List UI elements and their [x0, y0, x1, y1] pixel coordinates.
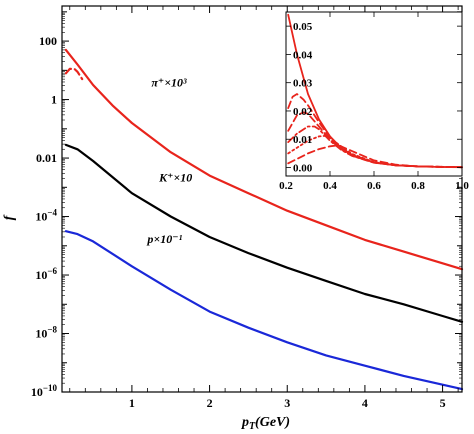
inset-x-tick-label: 0.2 [279, 180, 293, 192]
inset-y-tick-label: 0.00 [293, 163, 313, 175]
inset-x-tick-label: 0.6 [367, 180, 381, 192]
y-tick-label: 100 [39, 34, 57, 48]
series-annotation-1: K⁺×10 [158, 170, 192, 184]
y-tick-label: 10−10 [31, 383, 58, 399]
inset-series-line-4 [287, 134, 463, 169]
inset-y-tick-label: 0.03 [293, 78, 313, 90]
y-tick-label: 10−4 [35, 208, 57, 224]
inset-x-tick-label: 0.4 [323, 180, 337, 192]
inset-y-tick-label: 0.05 [293, 21, 313, 33]
series-annotation-2: p×10⁻¹ [146, 232, 182, 246]
x-tick-label: 3 [284, 396, 290, 410]
inset-background [286, 12, 463, 177]
inset-y-tick-label: 0.04 [293, 49, 313, 61]
x-tick-label: 1 [129, 396, 135, 410]
series-line-2 [64, 143, 464, 323]
x-tick-label: 5 [440, 396, 446, 410]
main-series-layer [64, 48, 464, 391]
x-tick-label: 2 [207, 396, 213, 410]
y-tick-label: 0.01 [36, 151, 57, 165]
x-tick-label: 4 [362, 396, 368, 410]
y-tick-label: 1 [51, 93, 57, 107]
y-tick-label: 10−6 [35, 266, 57, 282]
series-line-0 [64, 48, 464, 271]
main-annotations-layer: π⁺×10³ K⁺×10 p×10⁻¹ [146, 75, 192, 245]
inset-chart: 0.2 0.4 0.6 0.8 1.0 0.00 0.01 0.02 0.03 0.04 0.05 [279, 11, 469, 192]
inset-x-tick-label: 1.0 [455, 180, 469, 192]
x-axis-label: pT(GeV) [241, 415, 290, 432]
inset-x-tick-label: 0.8 [411, 180, 425, 192]
inset-y-tick-label: 0.01 [293, 134, 312, 146]
series-line-1 [64, 67, 84, 81]
inset-y-tick-label: 0.02 [293, 106, 313, 118]
series-line-3 [64, 230, 464, 391]
inset-series-line-5 [287, 144, 463, 169]
y-tick-label: 10−8 [35, 325, 57, 341]
inset-series-layer [287, 13, 463, 169]
series-annotation-0: π⁺×10³ [151, 75, 187, 89]
y-axis-label: f [2, 214, 17, 220]
inset-axes-layer: 0.2 0.4 0.6 0.8 1.0 0.00 0.01 0.02 0.03 0.04 0.05 [279, 11, 469, 192]
